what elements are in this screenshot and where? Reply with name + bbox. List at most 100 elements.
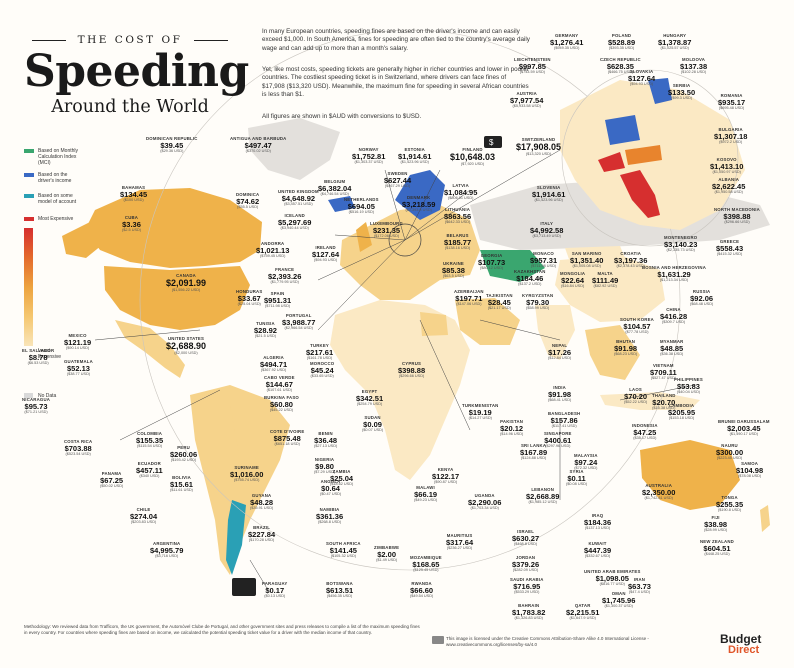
fine-usd: ($124.88 USD) <box>520 456 547 461</box>
mexico-shape <box>115 320 185 378</box>
new-zealand-shape <box>760 505 770 532</box>
fine-aud: $79.30 <box>526 297 550 307</box>
country-label-zimbabwe: ZIMBABWE $2.00 ($1.49 USD) <box>374 545 399 562</box>
switzerland-inset-shape <box>598 152 625 172</box>
fine-usd: ($147.06 USD) <box>456 302 482 307</box>
country-name: SWEDEN <box>387 171 408 176</box>
fine-usd: ($2,378.43 USD) <box>616 264 645 269</box>
fine-usd: ($138.16 USD) <box>444 246 471 251</box>
fine-usd: ($3,940.44 USD) <box>280 226 309 231</box>
fine-aud: $134.45 <box>120 189 148 199</box>
fine-usd: ($3,457.51 USD) <box>284 202 313 207</box>
fine-aud: $9.80 <box>315 461 334 471</box>
country-name: SPAIN <box>270 291 285 296</box>
fine-usd: ($2,335.73 USD) <box>666 248 695 253</box>
country-name: CANADA <box>176 273 196 278</box>
fine-aud: $342.51 <box>356 393 384 403</box>
fine-usd: ($68.41 USD) <box>548 398 572 403</box>
fine-aud: $951.31 <box>264 295 292 305</box>
country-label-norway: NORWAY $1,752.81 ($1,303.37 USD) <box>352 147 385 164</box>
country-name: KOSOVO <box>716 157 737 162</box>
fine-usd: ($456.35 USD) <box>326 594 353 599</box>
intro-paragraph-2: Yet, like most costs, speeding tickets a… <box>262 66 529 99</box>
fine-aud: $133.50 <box>668 87 696 97</box>
country-name: BHUTAN <box>616 339 636 344</box>
country-name: BENIN <box>318 431 333 436</box>
country-name: BOSNIA AND HERZEGOVINA <box>642 265 707 270</box>
country-name: BURKINA FASO <box>264 395 299 400</box>
brand-logo-line2: Direct <box>728 644 759 656</box>
fine-usd: ($190.8 USD) <box>717 508 742 513</box>
country-label-malaysia: MALAYSIA $97.24 ($72.32 USD) <box>574 453 598 470</box>
fine-usd: ($1,490.17 USD) <box>729 432 759 437</box>
finland-inset-shape <box>648 78 672 104</box>
country-label-monaco: MONACO $957.31 ($711.98 USD) <box>530 251 557 268</box>
country-label-czech-republic: CZECH REPUBLIC $628.35 ($466.75 USD) <box>600 57 641 74</box>
country-label-ireland: IRELAND $127.64 ($94.93 USD) <box>312 245 340 262</box>
country-name: THAILAND <box>652 393 676 398</box>
country-label-kosovo: KOSOVO $1,413.10 ($1,050.97 USD) <box>710 157 744 174</box>
fine-aud: $2,688.90 <box>166 340 207 351</box>
fine-usd: ($77.78 USD) <box>625 330 649 335</box>
country-name: AUSTRALIA <box>645 483 672 488</box>
country-name: MALTA <box>597 271 613 276</box>
country-name: DOMINICAN REPUBLIC <box>146 136 198 141</box>
country-name: GUATEMALA <box>64 359 93 364</box>
country-label-italy: ITALY $4,992.58 ($3,713.49 USD) <box>530 221 563 239</box>
country-name: SUDAN <box>364 415 381 420</box>
fine-usd: ($99.3 USD) <box>671 96 693 101</box>
country-label-new-zealand: NEW ZEALAND $604.51 ($448.25 USD) <box>700 539 734 556</box>
country-label-belarus: BELARUS $185.77 ($138.16 USD) <box>444 233 471 251</box>
country-label-austria: AUSTRIA $7,977.54 ($5,933.58 USD) <box>510 91 543 108</box>
fine-aud: $19.19 <box>468 407 492 417</box>
country-name: ECUADOR <box>137 461 161 466</box>
fine-usd: ($1,742.81 USD) <box>644 496 673 501</box>
country-name: SLOVENIA <box>536 185 561 190</box>
fine-usd: ($523.54 USD) <box>65 452 91 457</box>
fine-aud: $104.57 <box>623 321 651 331</box>
fine-usd: ($755.74 USD) <box>234 478 260 483</box>
fine-usd: ($332.67 USD) <box>584 554 611 559</box>
fine-aud: $141.45 <box>329 545 357 555</box>
country-name: SAN MARINO <box>571 251 602 256</box>
country-label-cyprus: CYPRUS $398.88 ($296.66 USD) <box>398 361 425 378</box>
country-label-croatia: CROATIA $3,197.36 ($2,378.43 USD) <box>614 251 647 269</box>
fine-aud: $47.25 <box>633 427 657 437</box>
country-label-france: FRANCE $2,393.26 ($1,779.95 USD) <box>268 267 301 284</box>
country-label-angola: ANGOLA $0.64 ($0.47 USD) <box>320 479 341 496</box>
fine-aud: $1,413.10 <box>710 161 744 171</box>
fine-aud: $3,988.77 <box>282 317 316 327</box>
country-label-denmark: DENMARK $3,218.59 ($2,393.8 USD) <box>402 195 435 212</box>
fine-aud: $1,745.96 <box>602 595 636 605</box>
fine-usd: ($3,713.49 USD) <box>532 234 561 239</box>
fine-aud: $17,908.05 <box>516 141 562 152</box>
creative-commons-icon <box>432 636 444 644</box>
fine-aud: $127.64 <box>312 249 340 259</box>
country-name: ESTONIA <box>404 147 425 152</box>
country-label-botswana: BOTSWANA $613.51 ($456.35 USD) <box>326 581 353 599</box>
fine-aud: $111.49 <box>592 275 619 285</box>
country-label-dominican-republic: DOMINICAN REPUBLIC $39.45 ($29.36 USD) <box>146 136 198 153</box>
country-name: COSTA RICA <box>64 439 93 444</box>
fine-aud: $4,995.79 <box>150 545 184 555</box>
country-label-kenya: KENYA $122.17 ($90.87 USD) <box>432 467 459 484</box>
country-name: IRAQ <box>591 513 604 518</box>
fine-aud: $2,003.45 <box>727 423 761 433</box>
country-label-bulgaria: BULGARIA $1,307.18 ($972.2 USD) <box>714 127 747 144</box>
coin-purse-icon <box>232 578 256 596</box>
fine-usd: ($90.14 USD) <box>65 346 90 351</box>
country-label-mexico: MEXICO $121.19 ($90.14 USD) <box>64 333 91 351</box>
fine-usd: ($137.2 USD) <box>518 282 542 287</box>
country-label-honduras: HONDURAS $33.67 ($25.04 USD) <box>236 289 262 306</box>
fine-usd: ($1,326.83 USD) <box>514 616 543 621</box>
country-label-cambodia: CAMBODIA $205.95 ($153.18 USD) <box>668 403 695 420</box>
fine-usd: ($35.17 USD) <box>633 436 657 441</box>
country-name: CABO VERDE <box>264 375 295 380</box>
fine-usd: ($172.06 USD) <box>373 234 400 239</box>
kazakhstan-shape <box>480 250 545 282</box>
fine-usd: ($1,985.12 USD) <box>528 500 557 505</box>
intro-paragraph-1: In many European countries, speeding fin… <box>262 28 530 52</box>
country-label-netherlands: NETHERLANDS $694.05 ($516.19 USD) <box>344 197 379 214</box>
country-name: FINLAND <box>462 147 483 152</box>
fine-aud: $497.47 <box>244 140 272 150</box>
